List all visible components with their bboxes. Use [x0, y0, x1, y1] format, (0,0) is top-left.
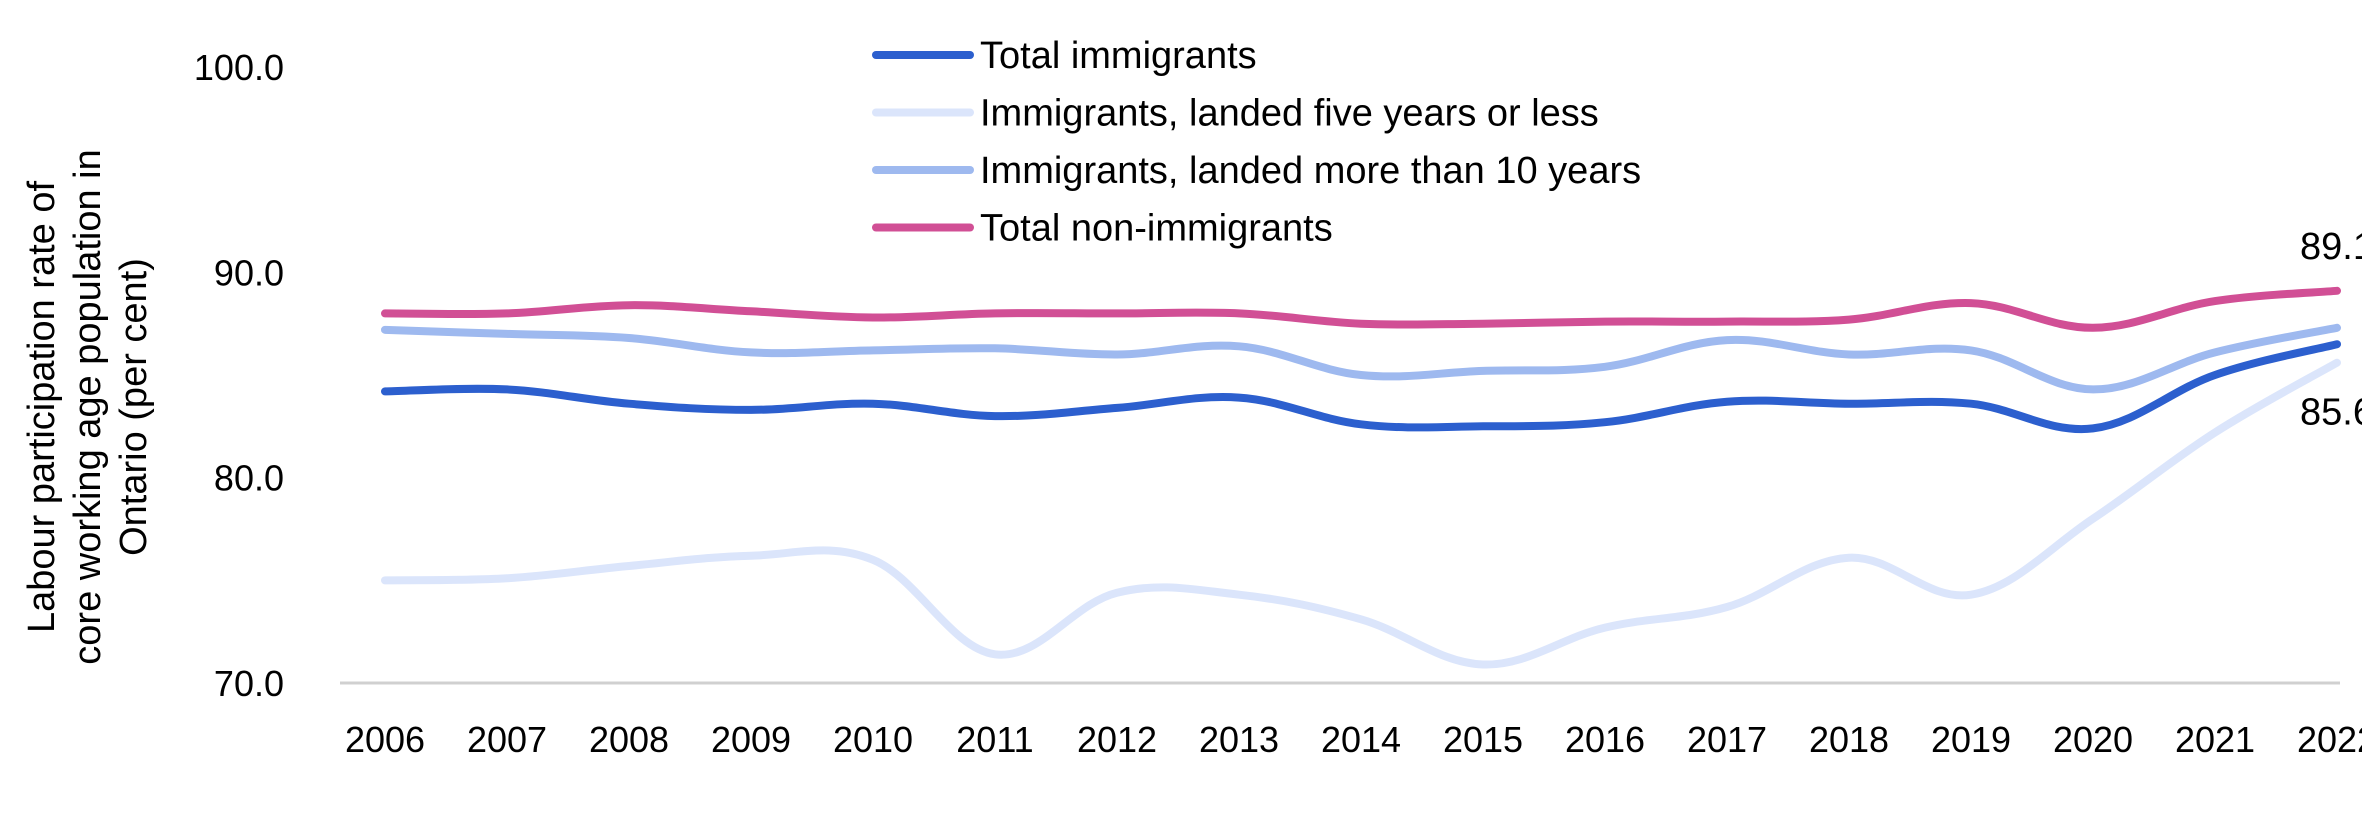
legend-label: Total non-immigrants [980, 208, 1333, 250]
legend-label: Immigrants, landed five years or less [980, 93, 1599, 135]
x-tick-label: 2017 [1687, 719, 1767, 760]
series-line-immigrants-landed-five-years-or-less [381, 358, 2341, 669]
x-tick-label: 2019 [1931, 719, 2011, 760]
x-tick-label: 2010 [833, 719, 913, 760]
legend-label: Total immigrants [980, 35, 1257, 77]
data-labels: 89.1 85.6 [2300, 226, 2362, 434]
y-axis-tick-labels: 100.0 90.0 80.0 70.0 [194, 47, 284, 704]
x-tick-label: 2021 [2175, 719, 2255, 760]
y-tick-label: 80.0 [214, 458, 284, 499]
legend-item-total-non-immigrants: Total non-immigrants [872, 208, 1333, 250]
x-tick-label: 2007 [467, 719, 547, 760]
y-tick-label: 90.0 [214, 252, 284, 293]
legend-item-total-immigrants: Total immigrants [872, 35, 1257, 77]
data-label: 85.6 [2300, 392, 2362, 434]
legend-item-immigrants-landed-five-years-or-less: Immigrants, landed five years or less [872, 93, 1599, 135]
data-label: 89.1 [2300, 226, 2362, 268]
x-tick-label: 2020 [2053, 719, 2133, 760]
series-line-total-non-immigrants [381, 286, 2341, 332]
x-tick-label: 2022 [2297, 719, 2362, 760]
y-axis-title: Labour participation rate of core working… [21, 149, 155, 664]
x-axis-tick-labels: 2006 2007 2008 2009 2010 2011 2012 2013 2014 2015… [345, 719, 2362, 760]
x-tick-label: 2008 [589, 719, 669, 760]
x-tick-label: 2013 [1199, 719, 1279, 760]
y-axis-title-line: Ontario (per cent) [113, 258, 155, 556]
legend: Total immigrants Immigrants, landed five … [872, 35, 1641, 250]
x-tick-label: 2015 [1443, 719, 1523, 760]
legend-item-immigrants-landed-more-than-10-years: Immigrants, landed more than 10 years [872, 150, 1641, 192]
x-tick-label: 2006 [345, 719, 425, 760]
x-tick-label: 2014 [1321, 719, 1401, 760]
y-axis-title-text: Labour participation rate of core working… [21, 149, 155, 664]
x-tick-label: 2011 [956, 719, 1033, 760]
x-tick-label: 2009 [711, 719, 791, 760]
y-tick-label: 70.0 [214, 663, 284, 704]
y-tick-label: 100.0 [194, 47, 284, 88]
x-tick-label: 2018 [1809, 719, 1889, 760]
y-axis-title-line: core working age population in [67, 149, 109, 664]
series-line-total-immigrants [381, 340, 2341, 434]
series-line-immigrants-landed-more-than-10-years [381, 323, 2341, 394]
y-axis-title-line: Labour participation rate of [21, 181, 63, 634]
x-tick-label: 2016 [1565, 719, 1645, 760]
legend-label: Immigrants, landed more than 10 years [980, 150, 1641, 192]
x-tick-label: 2012 [1077, 719, 1157, 760]
series-lines [381, 286, 2341, 669]
